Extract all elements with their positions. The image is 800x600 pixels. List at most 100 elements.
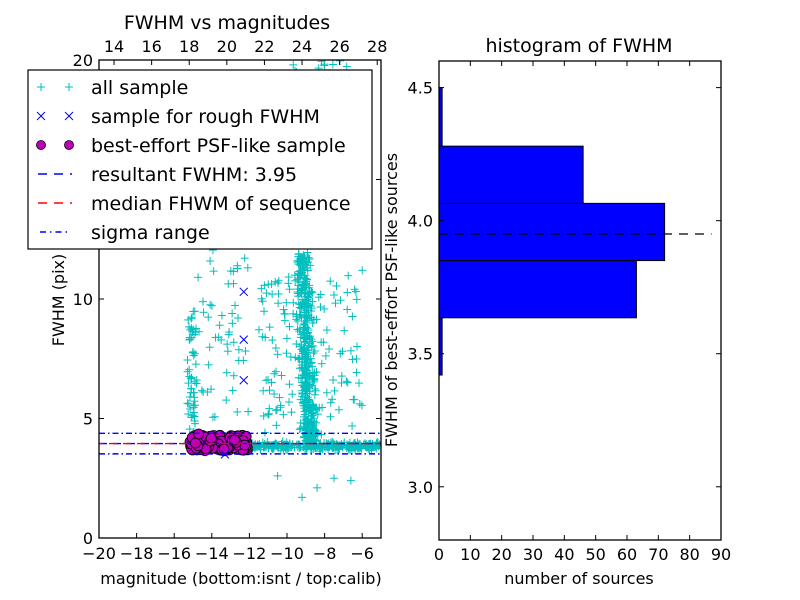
all-sample-point — [184, 399, 193, 408]
y-tick-label: 3.0 — [408, 478, 433, 497]
all-sample-point — [328, 60, 337, 69]
x-tick-label: 80 — [679, 545, 699, 564]
all-sample-point — [318, 403, 327, 412]
all-sample-point — [317, 430, 326, 439]
legend-entry: sigma range — [40, 222, 210, 244]
all-sample-point — [300, 404, 309, 413]
x-tick-label: 10 — [460, 545, 480, 564]
x-icon — [36, 111, 46, 121]
all-sample-point — [260, 307, 269, 316]
all-sample-point — [295, 324, 304, 333]
all-sample-point — [262, 289, 271, 298]
all-sample-point — [329, 375, 338, 384]
all-sample-point — [320, 60, 329, 69]
all-sample-point — [358, 266, 367, 275]
legend-label: sample for rough FWHM — [91, 106, 320, 128]
all-sample-point — [342, 62, 351, 71]
all-sample-point — [279, 410, 288, 419]
all-sample-point — [260, 428, 269, 437]
reference-lines — [99, 432, 381, 455]
all-sample-point — [268, 444, 277, 453]
all-sample-point — [229, 371, 238, 380]
all-sample-point — [260, 281, 269, 290]
all-sample-point — [186, 325, 195, 334]
x-tick-label: −20 — [82, 544, 116, 563]
legend-label: resultant FWHM: 3.95 — [91, 164, 297, 186]
all-sample-point — [215, 321, 224, 330]
all-sample-point — [302, 329, 311, 338]
all-sample-point — [297, 340, 306, 349]
all-sample-point — [184, 315, 193, 324]
all-sample-point — [244, 407, 253, 416]
y-tick-label: 10 — [73, 290, 93, 309]
x-tick-label: 0 — [434, 545, 444, 564]
all-sample-point — [303, 248, 312, 257]
all-sample-point — [298, 493, 307, 502]
all-sample-point — [191, 360, 200, 369]
all-sample-point — [310, 346, 319, 355]
y-tick-label: 20 — [73, 51, 93, 70]
all-sample-point — [300, 253, 309, 262]
x-tick-label: 60 — [617, 545, 637, 564]
psf-sample-point — [193, 428, 205, 440]
all-sample-point — [298, 300, 307, 309]
all-sample-point — [348, 355, 357, 364]
all-sample-point — [276, 403, 285, 412]
x-icon — [64, 111, 74, 121]
all-sample-point — [301, 257, 310, 266]
all-sample-point — [259, 411, 268, 420]
y-tick-label: 3.5 — [408, 345, 433, 364]
all-sample-point — [306, 261, 315, 270]
all-sample-point — [317, 338, 326, 347]
all-sample-point — [302, 378, 311, 387]
all-sample-point — [343, 288, 352, 297]
all-sample-point — [310, 368, 319, 377]
histogram-ylabel: FWHM of best-effort PSF-like sources — [382, 153, 401, 447]
all-sample-point — [228, 309, 237, 318]
all-sample-point — [285, 398, 294, 407]
all-sample-point — [316, 290, 325, 299]
all-sample-point — [186, 404, 195, 413]
all-sample-point — [284, 279, 293, 288]
scatter-xlabel: magnitude (bottom:isnt / top:calib) — [100, 569, 381, 588]
all-sample-point — [300, 379, 309, 388]
all-sample-point — [352, 354, 361, 363]
all-sample-point — [190, 307, 199, 316]
all-sample-point — [223, 340, 232, 349]
all-sample-point — [190, 349, 199, 358]
all-sample-point — [294, 292, 303, 301]
all-sample-point — [322, 388, 331, 397]
all-sample-point — [222, 396, 231, 405]
legend-entry: best-effort PSF-like sample — [36, 135, 346, 157]
all-sample-point — [277, 371, 286, 380]
all-sample-point — [299, 346, 308, 355]
legend-label: all sample — [91, 77, 188, 99]
x-tick-label: −8 — [313, 544, 337, 563]
all-sample-point — [183, 367, 192, 376]
all-sample-point — [302, 387, 311, 396]
all-sample-point — [344, 271, 353, 280]
all-sample-point — [204, 313, 213, 322]
all-sample-point — [321, 351, 330, 360]
histogram-bar — [438, 202, 666, 262]
all-sample-point — [313, 443, 322, 452]
all-sample-point — [190, 330, 199, 339]
all-sample-point — [305, 313, 314, 322]
all-sample-point — [240, 254, 249, 263]
all-sample-point — [346, 346, 355, 355]
y-tick-label: 4.5 — [408, 79, 433, 98]
circle-icon — [64, 140, 74, 150]
legend-entry: resultant FWHM: 3.95 — [38, 164, 297, 186]
all-sample-point — [270, 369, 279, 378]
all-sample-point — [203, 387, 212, 396]
all-sample-point — [265, 409, 274, 418]
all-sample-point — [222, 368, 231, 377]
all-sample-point — [271, 406, 280, 415]
all-sample-point — [267, 280, 276, 289]
histogram-bar — [438, 260, 637, 319]
all-sample-point — [273, 350, 282, 359]
all-sample-point — [194, 273, 203, 282]
all-sample-point — [233, 264, 242, 273]
all-sample-point — [313, 431, 322, 440]
y-tick-label: 5 — [83, 410, 93, 429]
